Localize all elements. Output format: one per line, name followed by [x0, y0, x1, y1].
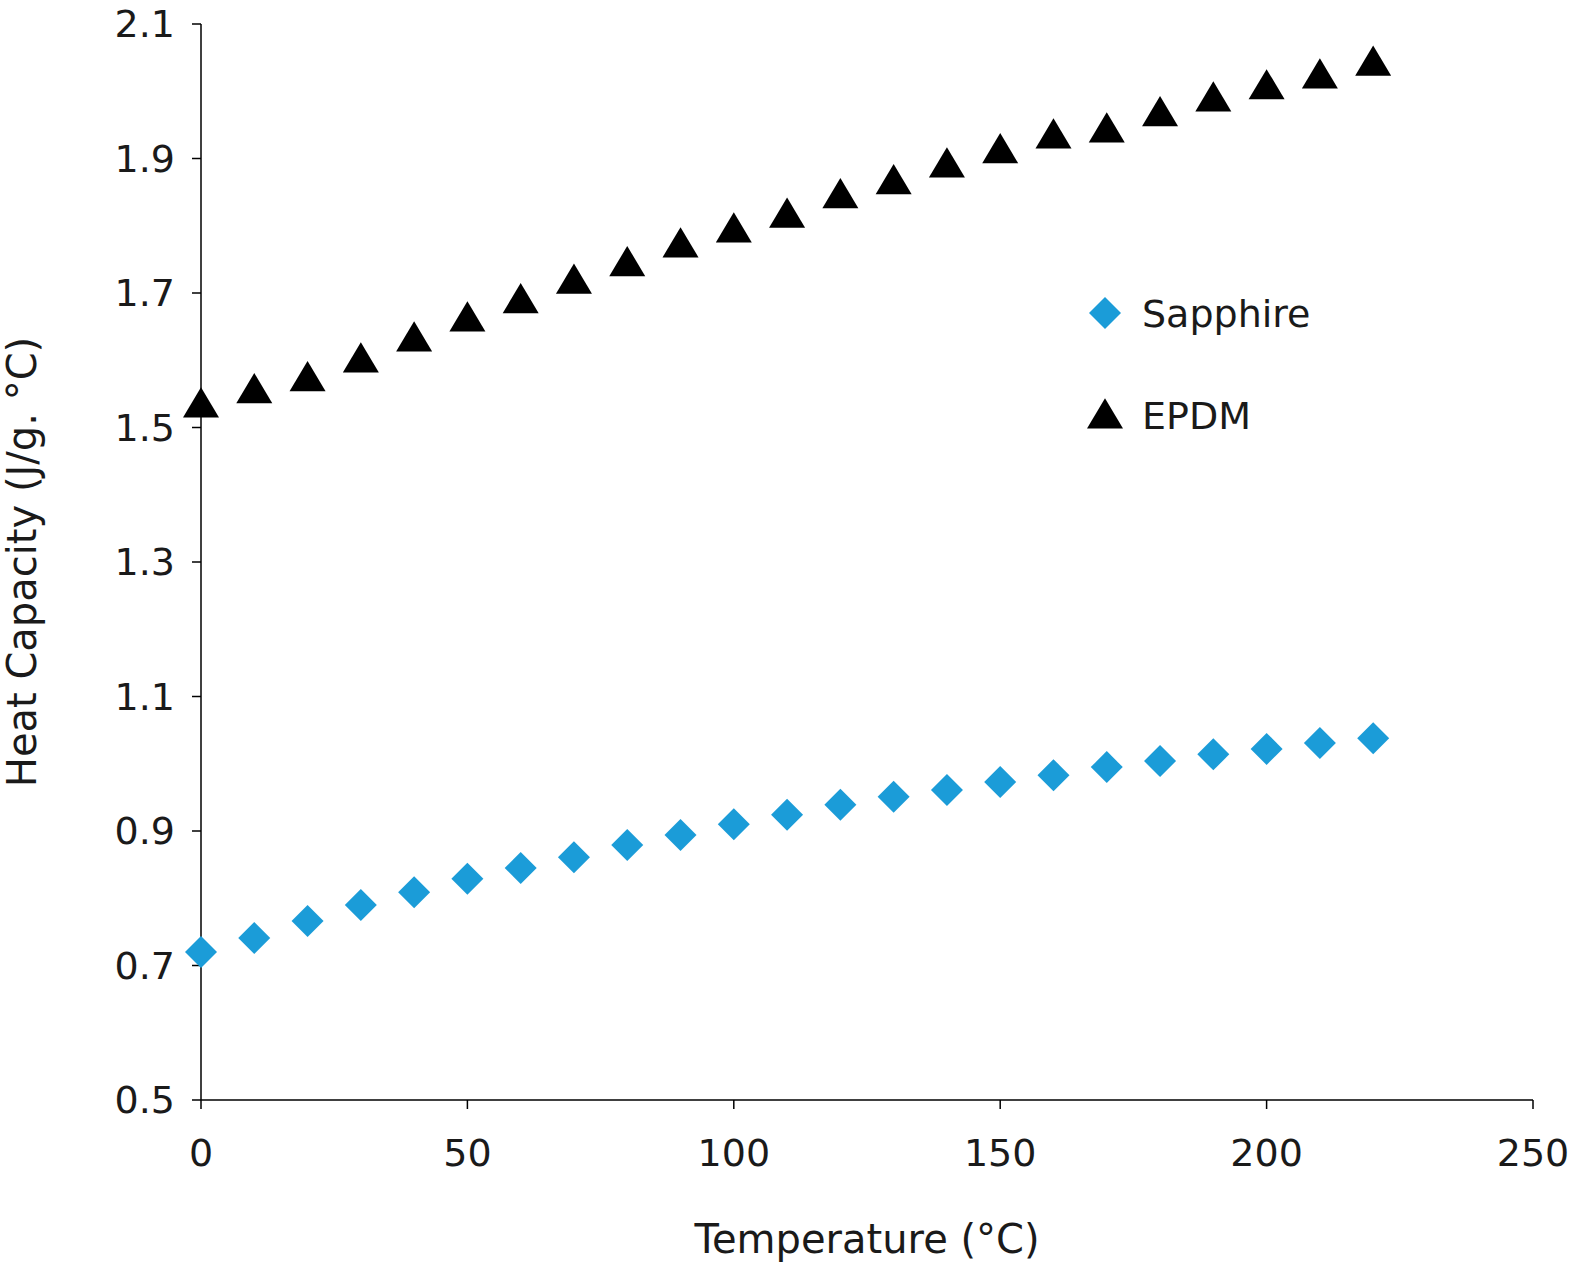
- x-tick-label: 0: [189, 1131, 213, 1175]
- point: [556, 263, 592, 293]
- point: [343, 342, 379, 372]
- point: [982, 133, 1018, 163]
- point: [292, 905, 324, 937]
- point: [1251, 733, 1283, 765]
- x-tick-label: 150: [964, 1131, 1037, 1175]
- point: [716, 212, 752, 242]
- legend-label: EPDM: [1142, 394, 1251, 438]
- point: [1195, 81, 1231, 111]
- point: [1142, 96, 1178, 126]
- point: [236, 373, 272, 403]
- point: [1249, 69, 1285, 99]
- point: [771, 799, 803, 831]
- point: [238, 922, 270, 954]
- chart: 0 50 100 150 200 250 0.5 0.7 0.9 1.1 1.3 1.5 1.7 1.9 2…: [0, 0, 1590, 1284]
- y-tick: [192, 23, 201, 25]
- point: [505, 852, 537, 884]
- y-tick: [192, 292, 201, 294]
- y-tick-label: 1.3: [115, 540, 175, 584]
- x-axis-title: Temperature (°C): [693, 1216, 1039, 1262]
- x-tick: [1266, 1100, 1268, 1109]
- point: [1035, 118, 1071, 148]
- point: [1357, 722, 1389, 754]
- point: [449, 301, 485, 331]
- point: [1355, 46, 1391, 76]
- point: [1144, 745, 1176, 777]
- point: [558, 841, 590, 873]
- y-axis-title: Heat Capacity (J/g. °C): [0, 337, 45, 787]
- point: [398, 876, 430, 908]
- y-tick-label: 0.9: [115, 809, 175, 853]
- point: [183, 387, 219, 417]
- y-tick-label: 0.7: [115, 944, 175, 988]
- x-tick-label: 200: [1230, 1131, 1303, 1175]
- y-tick: [192, 427, 201, 429]
- point: [1037, 759, 1069, 791]
- y-tick-label: 1.1: [115, 675, 175, 719]
- point: [878, 781, 910, 813]
- plot-area: [183, 46, 1391, 968]
- point: [769, 198, 805, 228]
- point: [396, 321, 432, 351]
- x-tick: [467, 1100, 469, 1109]
- point: [611, 829, 643, 861]
- y-tick-label: 1.7: [115, 271, 175, 315]
- y-tick: [192, 696, 201, 698]
- x-tick-label: 100: [698, 1131, 771, 1175]
- y-tick-label: 2.1: [115, 2, 175, 46]
- point: [984, 766, 1016, 798]
- x-tick: [200, 1100, 202, 1109]
- point: [665, 819, 697, 851]
- legend-marker: [1089, 297, 1121, 329]
- legend-marker: [1087, 398, 1123, 428]
- point: [718, 808, 750, 840]
- point: [822, 178, 858, 208]
- x-tick-label: 50: [443, 1131, 491, 1175]
- y-tick-label: 1.5: [115, 406, 175, 450]
- y-tick: [192, 561, 201, 563]
- x-tick: [733, 1100, 735, 1109]
- y-tick: [192, 1099, 201, 1101]
- point: [290, 361, 326, 391]
- y-tick-label: 0.5: [115, 1078, 175, 1122]
- point: [345, 889, 377, 921]
- legend-label: Sapphire: [1142, 292, 1310, 336]
- point: [451, 863, 483, 895]
- point: [663, 227, 699, 257]
- y-tick: [192, 158, 201, 160]
- x-tick: [1532, 1100, 1534, 1109]
- point: [931, 774, 963, 806]
- point: [609, 246, 645, 276]
- point: [1304, 727, 1336, 759]
- x-tick: [999, 1100, 1001, 1109]
- point: [1302, 58, 1338, 88]
- point: [824, 789, 856, 821]
- y-tick: [192, 830, 201, 832]
- point: [929, 147, 965, 177]
- y-tick-label: 1.9: [115, 137, 175, 181]
- point: [185, 936, 217, 968]
- point: [1091, 751, 1123, 783]
- point: [503, 283, 539, 313]
- x-axis: [201, 1099, 1533, 1101]
- point: [1197, 738, 1229, 770]
- point: [876, 164, 912, 194]
- x-tick-label: 250: [1497, 1131, 1570, 1175]
- point: [1089, 112, 1125, 142]
